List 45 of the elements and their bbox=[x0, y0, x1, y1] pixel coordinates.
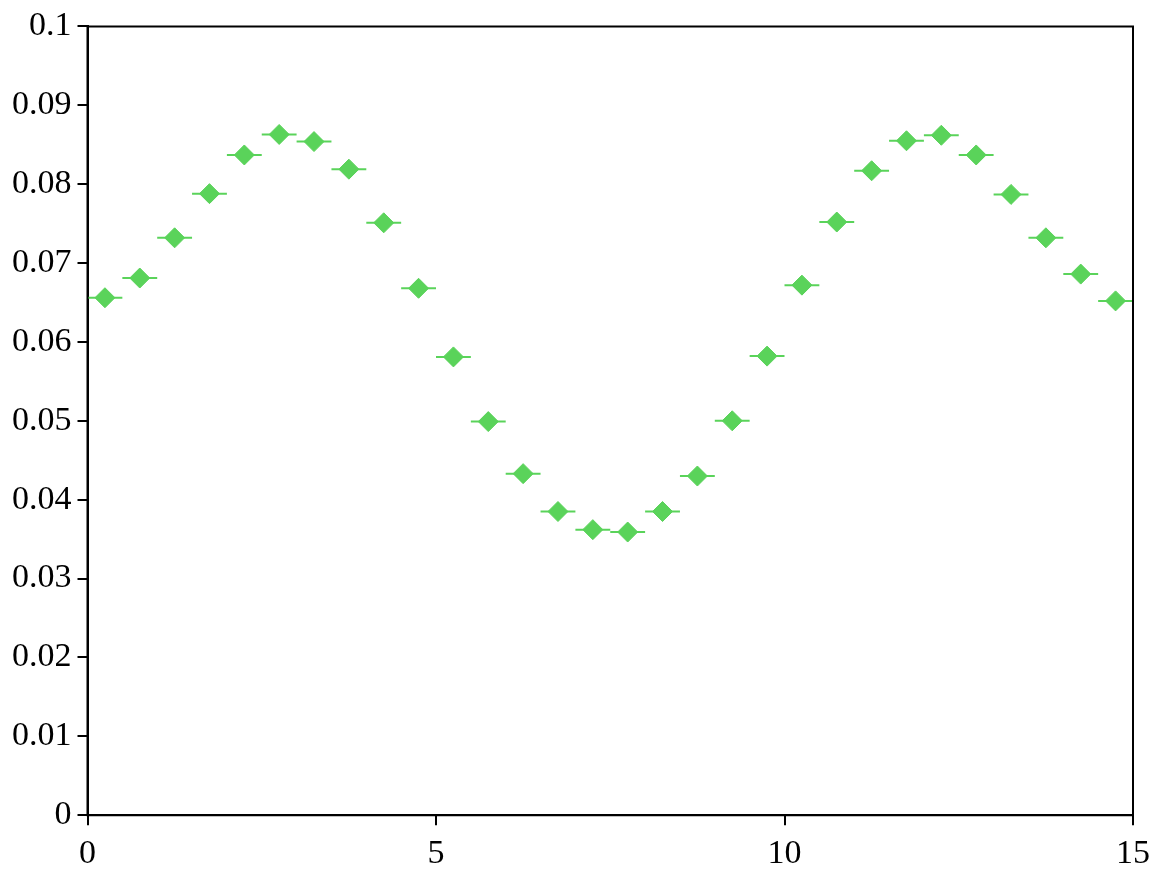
point bbox=[895, 130, 917, 152]
y-tick-label: 0.06 bbox=[12, 320, 72, 358]
point bbox=[198, 183, 220, 205]
point bbox=[408, 277, 430, 299]
y-tick-label: 0.01 bbox=[12, 715, 72, 753]
y-tick-label: 0.07 bbox=[12, 241, 72, 279]
point bbox=[268, 123, 290, 145]
point bbox=[373, 212, 395, 234]
point bbox=[861, 160, 883, 182]
point bbox=[94, 287, 116, 309]
point bbox=[756, 345, 778, 367]
point bbox=[547, 501, 569, 523]
point bbox=[965, 144, 987, 166]
point bbox=[1070, 263, 1092, 285]
x-tick-label: 0 bbox=[79, 832, 96, 870]
point bbox=[1105, 290, 1127, 312]
y-tick-label: 0.04 bbox=[12, 478, 72, 516]
point bbox=[617, 521, 639, 543]
point bbox=[826, 211, 848, 233]
point bbox=[686, 465, 708, 487]
y-tick-label: 0 bbox=[54, 794, 72, 832]
point bbox=[338, 158, 360, 180]
x-tick-label: 10 bbox=[767, 832, 802, 870]
y-tick-label: 0.03 bbox=[12, 557, 72, 595]
x-tick-label: 15 bbox=[1116, 832, 1150, 870]
point bbox=[930, 124, 952, 146]
point bbox=[1000, 183, 1022, 205]
point bbox=[582, 519, 604, 541]
point bbox=[129, 267, 151, 289]
point bbox=[164, 227, 186, 249]
point bbox=[721, 410, 743, 432]
y-tick-label: 0.05 bbox=[12, 399, 72, 437]
y-tick-label: 0.09 bbox=[12, 84, 72, 122]
point bbox=[791, 274, 813, 296]
point bbox=[652, 501, 674, 523]
point bbox=[303, 131, 325, 153]
y-tick-label: 0.08 bbox=[12, 163, 72, 201]
point bbox=[442, 346, 464, 368]
point bbox=[233, 144, 255, 166]
y-tick-label: 0.02 bbox=[12, 636, 72, 674]
point bbox=[512, 463, 534, 485]
point bbox=[1035, 227, 1057, 249]
y-tick-label: 0.1 bbox=[29, 5, 72, 43]
point bbox=[477, 411, 499, 433]
x-tick-label: 5 bbox=[427, 832, 445, 870]
